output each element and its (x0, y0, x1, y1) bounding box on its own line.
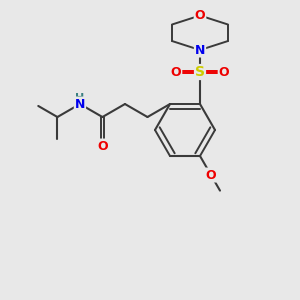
Text: N: N (195, 44, 205, 56)
Text: O: O (195, 9, 205, 22)
Text: O: O (97, 140, 108, 152)
Text: H: H (75, 93, 85, 103)
Text: N: N (75, 98, 85, 110)
Text: O: O (219, 65, 229, 79)
Text: S: S (195, 65, 205, 79)
Text: O: O (171, 65, 181, 79)
Text: O: O (206, 169, 216, 182)
